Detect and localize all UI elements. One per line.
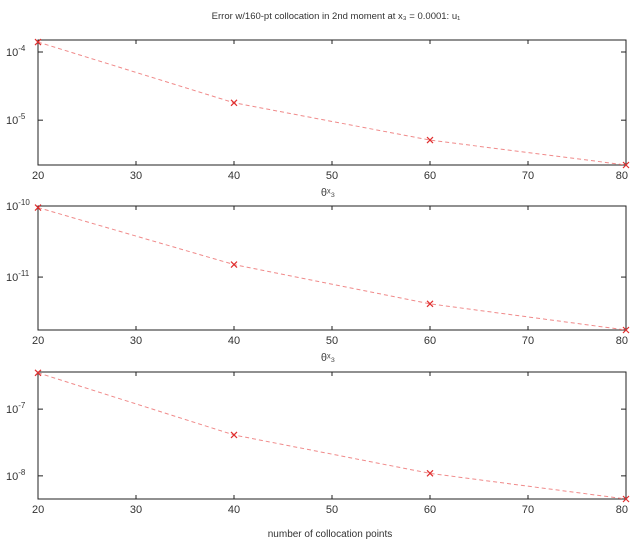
x-tick-label-1: 80 (616, 170, 628, 182)
y-tick-label-2: 10-10 (6, 198, 30, 213)
x-axis-label: number of collocation points (268, 529, 393, 540)
data-point-3 (426, 469, 434, 477)
x-tick-label-2: 80 (616, 335, 628, 347)
data-point-1 (426, 136, 434, 144)
data-point-2 (426, 300, 434, 308)
y-tick-label-2: 10-11 (6, 269, 30, 284)
plot-frame-2 (37, 205, 627, 331)
plot-frame-3 (37, 371, 627, 500)
y-tick-label-3: 10-7 (6, 401, 26, 416)
x-tick-label-3: 30 (130, 504, 142, 516)
y-tick-label-1: 10-5 (6, 112, 26, 127)
data-point-3 (34, 369, 42, 377)
data-point-3 (622, 495, 630, 503)
x-tick-label-3: 50 (326, 504, 338, 516)
y-tick-label-3: 10-8 (6, 468, 26, 483)
x-tick-label-2: 60 (424, 335, 436, 347)
series-line-3 (37, 372, 627, 500)
x-tick-label-3: 70 (522, 504, 534, 516)
x-tick-label-2: 70 (522, 335, 534, 347)
x-tick-label-3: 60 (424, 504, 436, 516)
x-tick-label-3: 80 (616, 504, 628, 516)
data-point-1 (230, 99, 238, 107)
x-tick-label-1: 30 (130, 170, 142, 182)
series-line-2 (37, 207, 627, 331)
data-point-2 (230, 261, 238, 268)
subplot-3: 20 30 40 50 60 70 80 10-7 10-8 (6, 369, 630, 516)
data-point-1 (622, 161, 630, 169)
subplot-label-2: θˣ₃ (321, 352, 335, 364)
data-point-1 (34, 38, 42, 46)
x-tick-label-2: 50 (326, 335, 338, 347)
subplot-2: 20 30 40 50 60 70 80 10-10 10-11 (6, 198, 630, 347)
x-tick-label-3: 40 (228, 504, 240, 516)
x-tick-label-1: 60 (424, 170, 436, 182)
data-point-2 (622, 326, 630, 334)
x-tick-label-2: 40 (228, 335, 240, 347)
x-tick-label-1: 50 (326, 170, 338, 182)
subplot-label-1: θˣ₃ (321, 187, 335, 199)
x-tick-label-1: 20 (32, 170, 44, 182)
series-line-1 (37, 41, 627, 166)
plot-frame-1 (37, 39, 627, 166)
x-tick-label-2: 20 (32, 335, 44, 347)
x-tick-label-3: 20 (32, 504, 44, 516)
chart-title: Error w/160-pt collocation in 2nd moment… (212, 11, 461, 22)
data-point-2 (34, 204, 42, 212)
x-tick-label-1: 70 (522, 170, 534, 182)
y-tick-label-1: 10-4 (6, 44, 26, 59)
x-tick-label-1: 40 (228, 170, 240, 182)
subplot-1: 20 30 40 50 60 70 80 10-4 10-5 (6, 38, 630, 182)
data-point-3 (230, 431, 238, 439)
x-tick-label-2: 30 (130, 335, 142, 347)
